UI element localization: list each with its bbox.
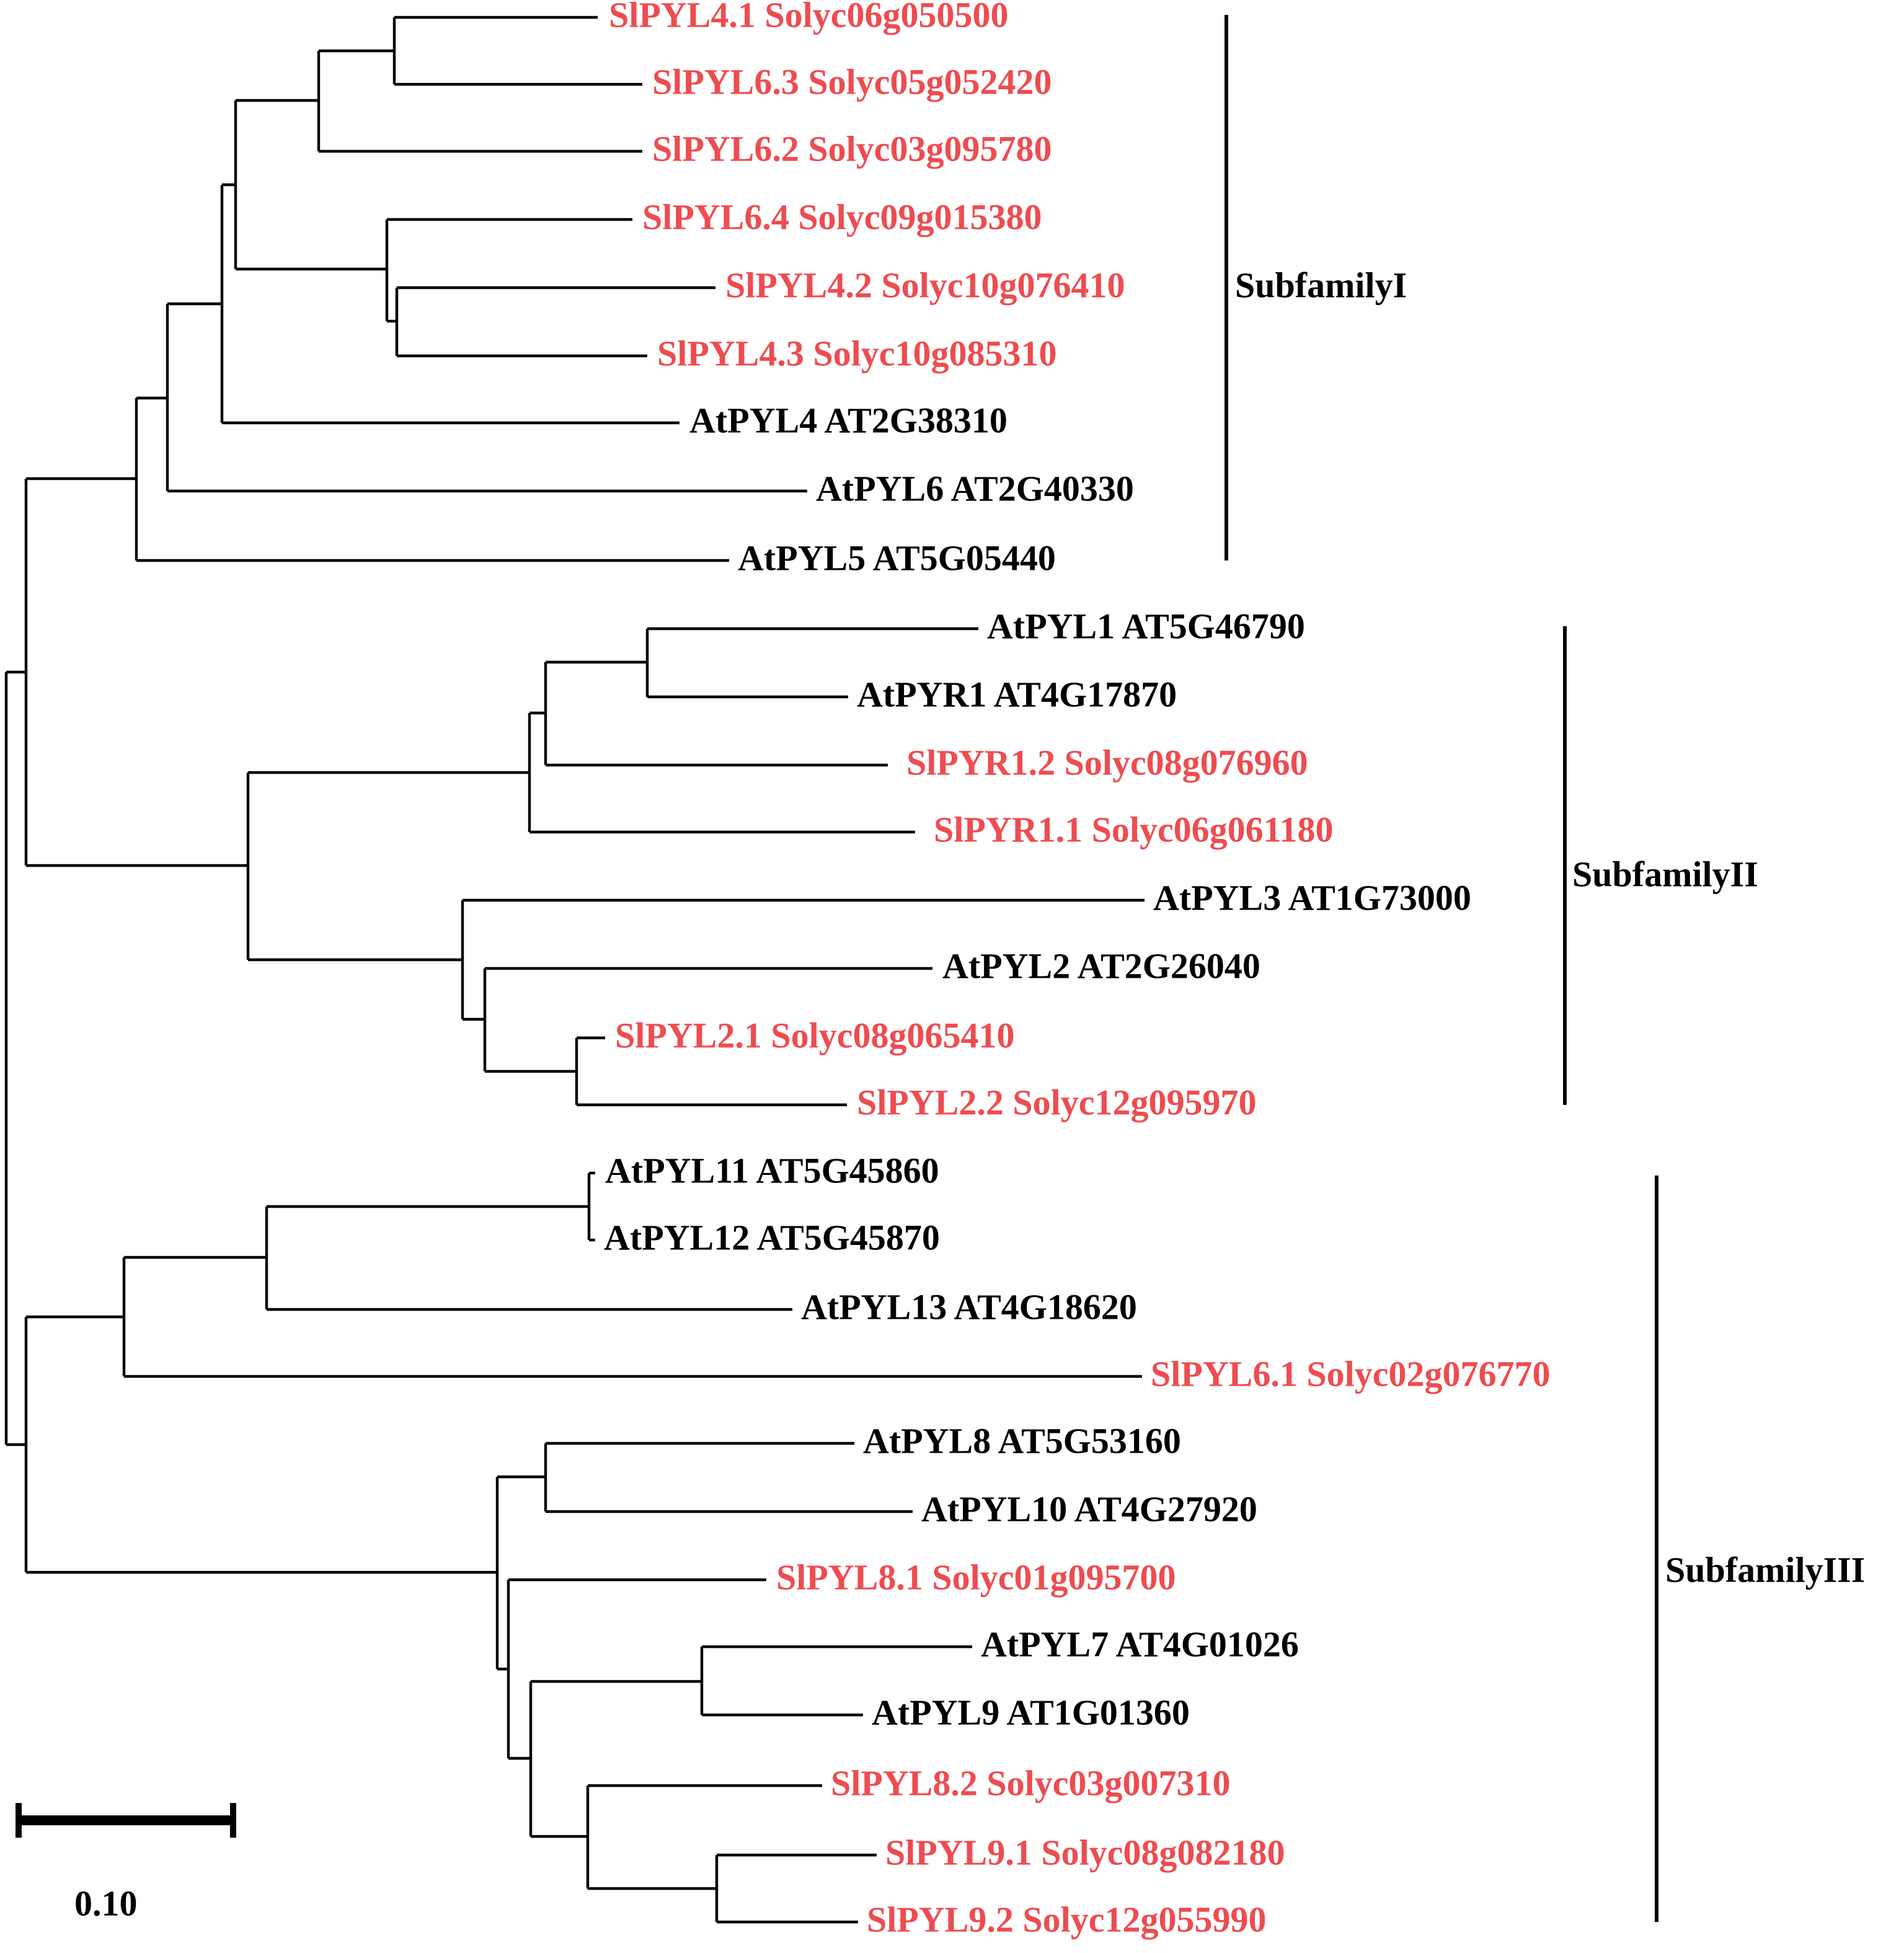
leaf-label: SlPYL4.1 Solyc06g050500 (609, 0, 1009, 35)
leaf-label: SlPYL8.1 Solyc01g095700 (776, 1557, 1176, 1597)
leaf-label: SlPYL9.2 Solyc12g055990 (867, 1899, 1267, 1939)
leaf-label: AtPYL1 AT5G46790 (987, 606, 1305, 646)
leaf-label: AtPYL6 AT2G40330 (816, 468, 1134, 508)
leaf-label: AtPYL2 AT2G26040 (942, 946, 1260, 986)
subfamily-label: SubfamilyII (1572, 854, 1758, 894)
subfamily-label: SubfamilyI (1235, 265, 1407, 305)
leaf-label: SlPYR1.1 Solyc06g061180 (934, 809, 1334, 849)
leaf-label: SlPYL6.4 Solyc09g015380 (642, 197, 1042, 237)
leaf-label: AtPYL13 AT4G18620 (801, 1286, 1137, 1327)
scale-bar-label: 0.10 (74, 1883, 138, 1923)
leaf-label: SlPYL2.2 Solyc12g095970 (857, 1082, 1257, 1122)
leaf-label: SlPYL4.3 Solyc10g085310 (657, 333, 1057, 373)
leaf-label: SlPYL6.1 Solyc02g076770 (1151, 1353, 1551, 1394)
leaf-label: AtPYR1 AT4G17870 (857, 674, 1177, 714)
leaf-label: AtPYL12 AT5G45870 (604, 1217, 940, 1257)
leaf-label: SlPYL4.2 Solyc10g076410 (725, 265, 1125, 305)
leaf-label: AtPYL7 AT4G01026 (981, 1624, 1299, 1664)
leaf-label: AtPYL4 AT2G38310 (689, 400, 1007, 440)
subfamily-label: SubfamilyIII (1665, 1549, 1865, 1590)
leaf-label: SlPYL8.2 Solyc03g007310 (831, 1763, 1231, 1803)
leaf-label: AtPYL3 AT1G73000 (1153, 877, 1471, 918)
leaf-label: SlPYL9.1 Solyc08g082180 (885, 1832, 1285, 1872)
leaf-label: AtPYL5 AT5G05440 (738, 538, 1056, 578)
leaf-label: SlPYR1.2 Solyc08g076960 (906, 742, 1308, 782)
leaf-label: AtPYL10 AT4G27920 (921, 1489, 1257, 1529)
leaf-label: AtPYL11 AT5G45860 (605, 1150, 939, 1190)
leaf-label: SlPYL2.1 Solyc08g065410 (615, 1015, 1015, 1055)
leaf-label: AtPYL8 AT5G53160 (863, 1420, 1181, 1461)
leaf-label: SlPYL6.2 Solyc03g095780 (652, 128, 1052, 169)
leaf-label: SlPYL6.3 Solyc05g052420 (652, 61, 1052, 102)
leaf-label: AtPYL9 AT1G01360 (872, 1692, 1190, 1732)
